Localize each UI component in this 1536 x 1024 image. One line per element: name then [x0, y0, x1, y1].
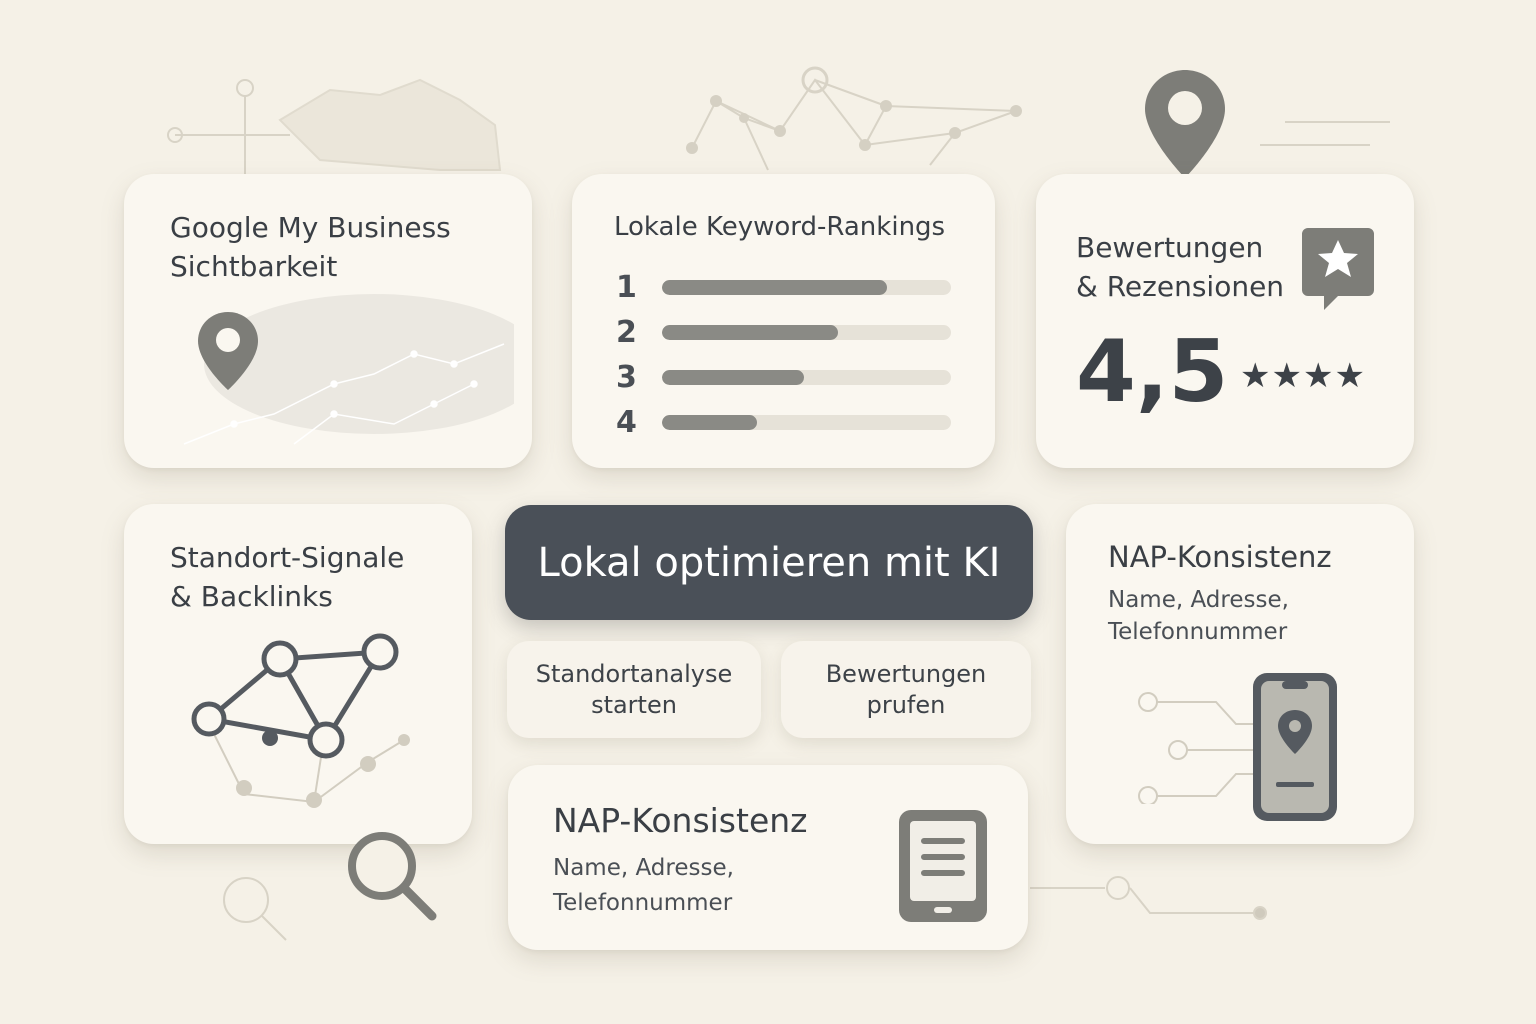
card-title: Google My Business Sichtbarkeit [170, 211, 451, 283]
nap-consistency-card-bottom: NAP-Konsistenz Name, Adresse, Telefonnumm… [508, 765, 1028, 950]
card-title: Bewertungen & Rezensionen [1076, 231, 1285, 303]
star-icon: ★ [1240, 356, 1272, 396]
gmb-visibility-card: Google My Business Sichtbarkeit [124, 174, 532, 468]
card-title: NAP-Konsistenz [553, 801, 808, 840]
rank-number: 3 [616, 360, 637, 395]
ranking-row: 3 [616, 360, 951, 395]
ranking-bar [662, 415, 951, 430]
ranking-row: 1 [616, 270, 951, 305]
keyword-rankings-card: Lokale Keyword-Rankings 1 2 3 4 [572, 174, 995, 468]
ranking-bar-fill [662, 370, 804, 385]
start-location-analysis-button[interactable]: Standortanalyse starten [507, 641, 761, 738]
card-text: Name, Adresse, Telefonnummer [553, 855, 734, 916]
card-title: Lokale Keyword-Rankings [614, 212, 946, 242]
network-graph-icon [191, 633, 410, 808]
rating-stars: ★★★★ [1240, 356, 1366, 396]
card-title: NAP-Konsistenz [1108, 540, 1332, 574]
card-title: Standort-Signale & Backlinks [170, 541, 405, 613]
circuit-lines-icon [1138, 692, 1256, 804]
tablet-document-icon [899, 810, 987, 922]
reviews-card: Bewertungen & Rezensionen 4,5 ★★★★ [1036, 174, 1414, 468]
nap-consistency-card: NAP-Konsistenz Name, Adresse, Telefonnumm… [1066, 504, 1414, 844]
check-reviews-button[interactable]: Bewertungen prufen [781, 641, 1031, 738]
smartphone-pin-icon [1253, 673, 1337, 821]
magnifier-icon [348, 832, 437, 921]
rank-number: 2 [616, 315, 637, 350]
ranking-row: 2 [616, 315, 951, 350]
map-pin-icon [1145, 70, 1225, 178]
map-network-glow-icon [183, 294, 514, 445]
ranking-row: 4 [616, 405, 951, 440]
ranking-bar-fill [662, 280, 888, 295]
star-icon: ★ [1271, 356, 1303, 396]
star-icon: ★ [1334, 356, 1366, 396]
ranking-bar [662, 325, 951, 340]
star-icon: ★ [1302, 356, 1335, 396]
ranking-bar-fill [662, 325, 839, 340]
rank-number: 1 [616, 270, 637, 305]
location-signals-card: Standort-Signale & Backlinks [124, 504, 472, 844]
map-pin-icon [198, 312, 258, 390]
ranking-bar [662, 370, 951, 385]
rating-score: 4,5 [1076, 322, 1229, 422]
card-text: Name, Adresse, Telefonnummer [1108, 587, 1289, 645]
optimize-with-ai-button[interactable]: Lokal optimieren mit KI [505, 505, 1033, 620]
rank-number: 4 [616, 405, 637, 440]
button-label: Lokal optimieren mit KI [537, 539, 1001, 586]
star-speech-bubble-icon [1302, 228, 1374, 310]
ranking-bar-fill [662, 415, 758, 430]
ranking-bar [662, 280, 951, 295]
